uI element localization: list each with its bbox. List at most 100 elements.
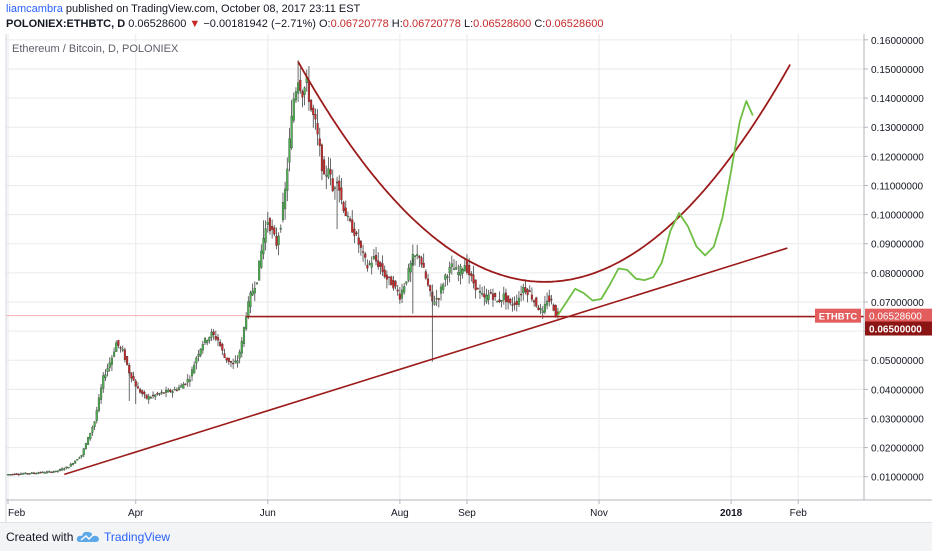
author-link[interactable]: liamcambra	[6, 3, 63, 15]
candle-body	[329, 169, 332, 175]
candle-body	[290, 115, 293, 149]
candle-body	[275, 236, 278, 246]
candle-body	[91, 427, 94, 433]
candle-body	[100, 387, 103, 400]
candle-body	[87, 437, 90, 445]
candle-body	[115, 342, 118, 352]
candle-body	[301, 91, 304, 98]
x-tick-label: Feb	[790, 508, 808, 519]
candle-body	[227, 357, 230, 362]
candle-body	[32, 472, 36, 475]
candle-body	[271, 226, 274, 230]
candle-body	[522, 286, 525, 294]
time-axis[interactable]: Feb Apr Jun Aug Sep Nov 2018 Feb	[7, 500, 808, 519]
x-tick-label: Sep	[458, 508, 476, 519]
candle-body	[424, 271, 427, 279]
candle-body	[344, 207, 347, 217]
close-label: C:	[534, 18, 546, 30]
y-tick-label: 0.04000000	[871, 385, 924, 396]
candle-body	[212, 331, 215, 336]
candle-body	[303, 87, 306, 95]
candle-body	[530, 294, 533, 300]
candle-body	[323, 159, 326, 175]
candle-body	[19, 473, 23, 475]
y-tick-label: 0.16000000	[871, 36, 924, 47]
candle-body	[355, 232, 358, 235]
candle-body	[543, 303, 546, 313]
candle-body	[396, 289, 399, 292]
candle-body	[481, 293, 484, 295]
candle-body	[258, 260, 261, 281]
candle-body	[374, 255, 378, 262]
candle-body	[528, 290, 531, 292]
candle-body	[177, 387, 181, 390]
candle-body	[390, 276, 393, 286]
candle-body	[69, 463, 72, 467]
candle-body	[210, 331, 213, 338]
tradingview-cloud-icon[interactable]	[76, 529, 100, 545]
candle-body	[437, 298, 440, 300]
candle-body	[251, 290, 254, 296]
candle-body	[468, 264, 471, 276]
low-value: 0.06528600	[473, 18, 532, 30]
x-tick-label: Nov	[590, 508, 608, 519]
candle-body	[186, 378, 189, 383]
y-tick-label: 0.07000000	[871, 298, 924, 309]
y-tick-label: 0.03000000	[871, 414, 924, 425]
price-projection	[557, 100, 754, 316]
candle-body	[450, 263, 453, 268]
candle-body	[338, 180, 341, 191]
candle-body	[182, 384, 185, 389]
candle-body	[245, 316, 248, 330]
candle-body	[214, 335, 217, 340]
candle-body	[110, 357, 113, 365]
candle-body	[472, 274, 475, 284]
candle-body	[221, 343, 224, 351]
y-tick-label: 0.14000000	[871, 94, 924, 105]
price-labels: ETHBTC 0.06528600 0.06500000	[815, 308, 932, 336]
candle-body	[416, 254, 419, 256]
candle-body	[364, 253, 367, 258]
candle-body	[193, 364, 196, 374]
candle-body	[463, 265, 466, 272]
candle-body	[97, 397, 100, 411]
candle-body	[43, 472, 46, 474]
candle-body	[119, 347, 122, 349]
candle-body	[502, 293, 505, 300]
tradingview-brand[interactable]: TradingView	[104, 530, 171, 544]
candle-body	[89, 432, 92, 440]
candle-body	[461, 269, 464, 274]
candle-body	[433, 301, 436, 305]
candle-body	[169, 389, 172, 392]
candle-body	[180, 385, 183, 388]
symbol-tag	[815, 308, 861, 323]
candle-body	[273, 227, 276, 235]
candle-body	[139, 389, 142, 393]
candle-body	[206, 340, 209, 344]
candle-body	[249, 292, 252, 307]
candle-body	[260, 250, 263, 268]
price-chart[interactable]: 0.16000000 0.15000000 0.14000000 0.13000000…	[0, 34, 932, 522]
candle-body	[292, 98, 295, 121]
candle-body	[164, 390, 168, 393]
candle-body	[108, 362, 111, 368]
candle-body	[201, 343, 204, 351]
candle-body	[442, 284, 445, 290]
candle-body	[372, 256, 375, 259]
candle-body	[234, 360, 237, 363]
x-tick-label: Jun	[260, 508, 276, 519]
candle-body	[413, 255, 417, 257]
candle-body	[284, 188, 287, 210]
last-price: 0.06528600	[128, 18, 187, 30]
candle-body	[26, 473, 29, 475]
candle-body	[123, 349, 126, 361]
candle-body	[102, 375, 105, 389]
candle-body	[232, 362, 235, 365]
candle-body	[266, 222, 269, 225]
y-tick-label: 0.15000000	[871, 65, 924, 76]
candle-body	[78, 457, 81, 459]
candle-body	[80, 454, 83, 457]
candle-body	[145, 394, 148, 399]
candle-body	[491, 293, 495, 300]
candle-body	[61, 468, 64, 471]
